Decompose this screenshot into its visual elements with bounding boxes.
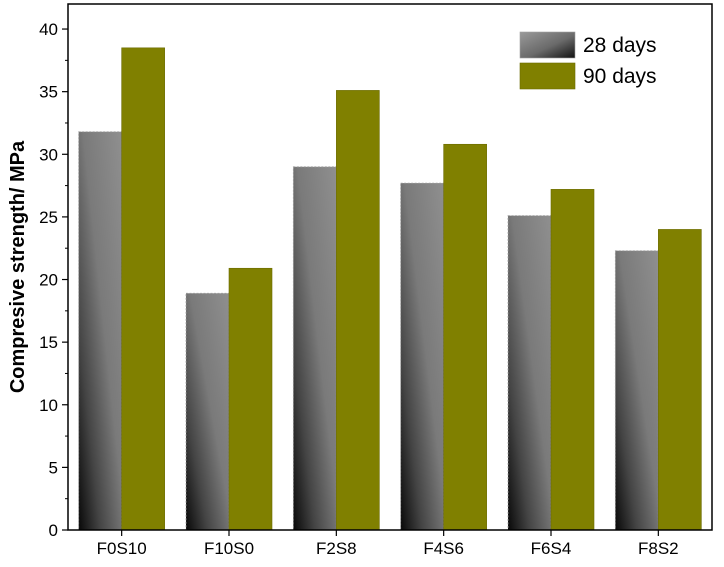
bar-28-days-F0S10 bbox=[78, 131, 123, 531]
plot-area bbox=[78, 47, 702, 531]
legend-label-28-days: 28 days bbox=[583, 34, 657, 57]
x-tick-label: F10S0 bbox=[204, 539, 254, 558]
bar-28-days-F10S0 bbox=[185, 292, 230, 531]
legend-swatch-28-days bbox=[519, 31, 576, 59]
legend: 28 days 90 days bbox=[519, 31, 657, 90]
bar-90-days-F10S0 bbox=[228, 267, 273, 531]
x-tick-label: F0S10 bbox=[97, 539, 147, 558]
y-tick-label: 0 bbox=[49, 521, 58, 540]
bar-90-days-F8S2 bbox=[658, 229, 702, 531]
bar-90-days-F2S8 bbox=[336, 90, 380, 531]
plot-frame bbox=[67, 3, 713, 531]
legend-swatch-90-days bbox=[519, 62, 576, 90]
bar-28-days-F2S8 bbox=[292, 166, 337, 531]
legend-label-90-days: 90 days bbox=[583, 65, 657, 88]
bar-28-days-F8S2 bbox=[614, 250, 659, 531]
y-axis-title: Compresive strength/ MPa bbox=[7, 140, 29, 393]
y-tick-label: 35 bbox=[39, 83, 58, 102]
x-tick-label: F4S6 bbox=[423, 539, 464, 558]
axes: F0S10 F10S0 F2S8 F4S6 F6S4 F8S2 0 5 10 15 20 25 30 35… bbox=[39, 20, 679, 558]
bar-90-days-F4S6 bbox=[443, 143, 487, 531]
x-tick-label: F2S8 bbox=[316, 539, 357, 558]
x-tick-label: F6S4 bbox=[531, 539, 572, 558]
y-tick-label: 15 bbox=[39, 333, 58, 352]
y-tick-label: 10 bbox=[39, 396, 58, 415]
x-tick-label: F8S2 bbox=[638, 539, 679, 558]
bar-28-days-F6S4 bbox=[507, 215, 552, 531]
bar-28-days-F4S6 bbox=[400, 182, 445, 531]
bar-90-days-F6S4 bbox=[550, 189, 595, 531]
y-tick-label: 30 bbox=[39, 145, 58, 164]
y-tick-label: 40 bbox=[39, 20, 58, 39]
y-tick-label: 20 bbox=[39, 271, 58, 290]
y-tick-label: 25 bbox=[39, 208, 58, 227]
bar-90-days-F0S10 bbox=[121, 47, 165, 531]
y-tick-label: 5 bbox=[49, 458, 58, 477]
